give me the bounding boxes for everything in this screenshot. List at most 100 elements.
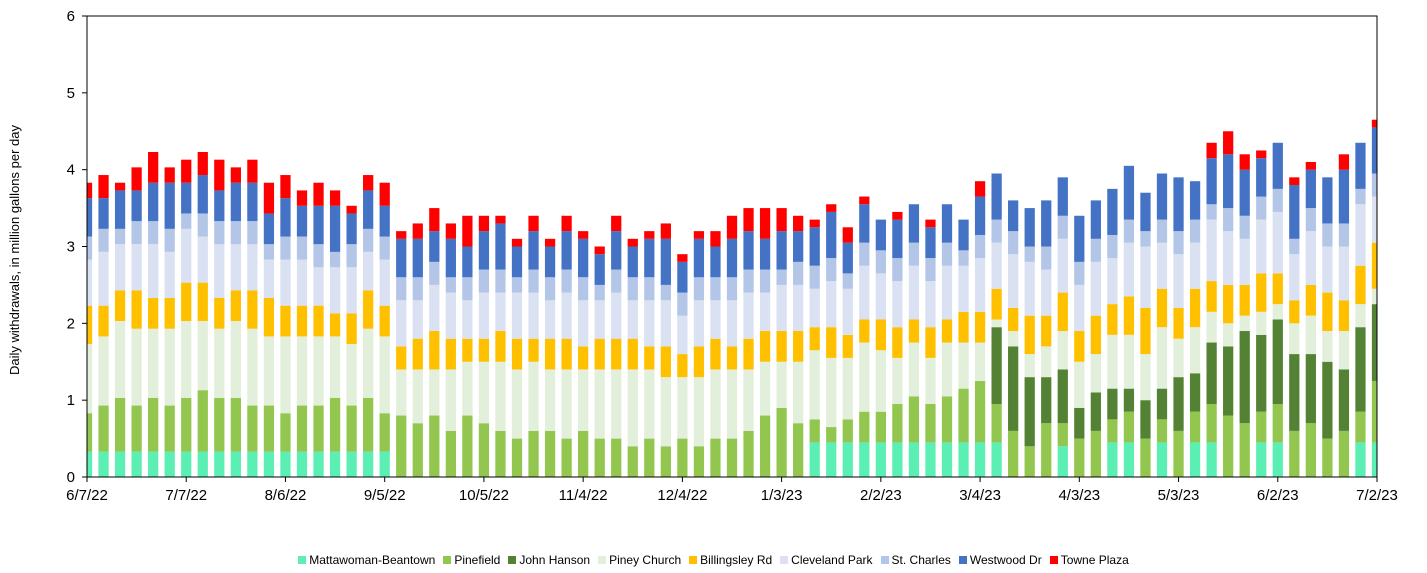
bar-segment <box>561 338 572 370</box>
bar-segment <box>379 259 390 306</box>
bar-segment <box>925 442 936 477</box>
bar-segment <box>710 369 721 439</box>
bar-segment <box>230 290 241 322</box>
bar-segment <box>627 369 638 447</box>
bar-segment <box>859 411 870 443</box>
bar-segment <box>363 228 374 252</box>
bar-segment <box>726 300 738 347</box>
bar-segment <box>1057 177 1068 216</box>
bar-segment <box>826 204 837 212</box>
bar-segment <box>313 267 324 306</box>
y-tick-label: 6 <box>67 8 75 25</box>
bar-segment <box>544 369 556 431</box>
bar-segment <box>644 438 655 477</box>
y-tick-label: 0 <box>67 469 75 486</box>
bar-segment <box>826 258 837 282</box>
bar-segment <box>578 277 589 301</box>
bar-segment <box>329 190 341 206</box>
bar-segment <box>958 265 969 312</box>
bar-segment <box>495 269 506 293</box>
legend-label: Piney Church <box>609 553 682 567</box>
bar-segment <box>1206 442 1217 477</box>
bar-segment <box>280 413 291 452</box>
bar-segment <box>842 357 853 420</box>
bar-segment <box>611 269 622 293</box>
bar-segment <box>197 321 208 391</box>
bar-segment <box>809 419 820 443</box>
bar-segment <box>1371 242 1377 289</box>
y-tick-label: 3 <box>67 239 75 256</box>
bar-segment <box>759 269 771 293</box>
bar-segment <box>1206 342 1217 405</box>
bar-segment <box>1156 419 1168 443</box>
bar-segment <box>1057 446 1068 477</box>
bar-segment <box>98 451 109 477</box>
x-tick-label: 7/2/23 <box>1356 487 1398 504</box>
bar-segment <box>478 423 490 477</box>
bar-segment <box>941 342 953 397</box>
bar-segment <box>1041 200 1052 247</box>
bar-segment <box>1189 219 1201 243</box>
bar-segment <box>280 198 291 237</box>
bar-segment <box>148 397 159 452</box>
bar-segment <box>1123 242 1135 297</box>
bar-segment <box>1338 300 1350 332</box>
bar-segment <box>743 292 754 339</box>
bar-segment <box>726 346 738 370</box>
bar-segment <box>379 413 390 452</box>
bar-segment <box>148 221 159 245</box>
bar-segment <box>1156 327 1168 389</box>
bar-segment <box>759 238 771 270</box>
bar-segment <box>528 269 539 293</box>
bar-segment <box>925 327 936 358</box>
bar-segment <box>148 182 159 222</box>
bar-segment <box>247 451 258 477</box>
bar-segment <box>296 305 308 337</box>
bar-segment <box>445 292 456 339</box>
bar-segment <box>776 407 787 477</box>
bar-segment <box>1305 231 1316 285</box>
bar-segment <box>726 438 738 477</box>
bar-segment <box>1041 315 1052 347</box>
bar-segment <box>776 361 787 408</box>
legend-swatch <box>1049 556 1058 564</box>
bar-segment <box>313 205 324 245</box>
bar-segment <box>544 277 556 301</box>
bar-segment <box>131 405 142 452</box>
bar-segment <box>991 442 1002 477</box>
bar-segment <box>759 292 771 332</box>
bar-segment <box>594 369 605 439</box>
legend-label: John Hanson <box>519 553 591 567</box>
bar-segment <box>660 238 671 285</box>
bar-segment <box>148 328 159 398</box>
bar-segment <box>1024 446 1035 477</box>
bar-segment <box>396 231 407 239</box>
bar-segment <box>329 451 341 477</box>
bar-segment <box>1272 273 1283 305</box>
bar-segment <box>941 204 953 243</box>
bar-segment <box>1256 442 1267 477</box>
bar-segment <box>1223 131 1234 155</box>
bar-segment <box>710 300 721 339</box>
bar-segment <box>148 451 159 477</box>
bar-segment <box>445 369 456 431</box>
bar-segment <box>1206 219 1217 282</box>
bar-segment <box>611 231 622 270</box>
bar-segment <box>214 159 225 191</box>
bar-segment <box>1057 238 1068 293</box>
bar-segment <box>1107 188 1118 235</box>
bar-segment <box>677 315 688 355</box>
legend-item: Westwood Dr <box>958 553 1042 567</box>
bar-segment <box>1239 215 1250 239</box>
bar-segment <box>247 290 258 329</box>
bar-segment <box>462 361 473 416</box>
bar-segment <box>793 231 804 262</box>
bar-segment <box>346 267 357 314</box>
bar-segment <box>1057 292 1068 332</box>
bar-segment <box>1107 334 1118 389</box>
bar-segment <box>1156 173 1168 220</box>
x-tick-label: 6/7/22 <box>66 487 108 504</box>
bar-segment <box>644 369 655 439</box>
bar-segment <box>925 404 936 443</box>
bar-segment <box>313 182 324 206</box>
